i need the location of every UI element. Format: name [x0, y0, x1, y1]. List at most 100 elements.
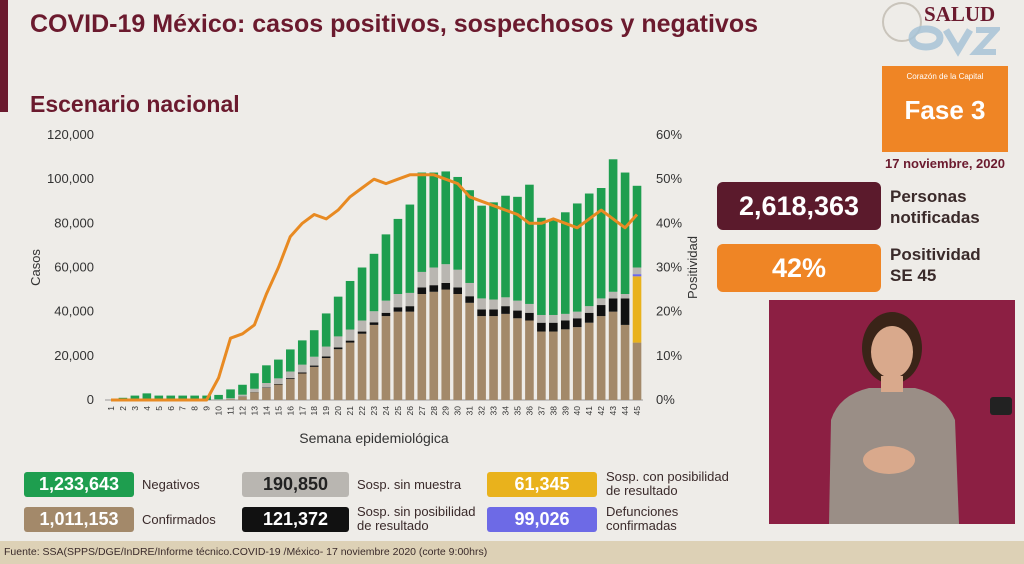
bar-segment: [584, 312, 594, 323]
bar-segment: [477, 205, 486, 299]
bar-segment: [333, 349, 343, 400]
x-tick-label: 27: [417, 406, 427, 416]
x-tick-label: 22: [357, 406, 367, 416]
bar-segment: [262, 382, 271, 388]
bar-segment: [584, 322, 594, 400]
bar-segment: [549, 220, 558, 315]
bar-segment: [393, 311, 403, 400]
y2-tick-label: 0%: [656, 392, 675, 407]
bar-segment: [537, 314, 546, 323]
picture-in-picture-icon[interactable]: [990, 397, 1012, 415]
x-tick-label: 7: [178, 406, 188, 411]
bar-segment: [381, 316, 391, 400]
bar-segment: [238, 394, 247, 397]
bar-segment: [309, 366, 319, 400]
bar-segment: [489, 202, 498, 300]
bar-segment: [417, 294, 427, 400]
bar-segment: [572, 203, 582, 312]
legend-con-posibilidad-line1: Sosp. con posibilidad: [606, 469, 729, 484]
x-tick-label: 12: [237, 406, 247, 416]
legend-sin-posibilidad-value: 121,372: [242, 507, 349, 532]
y-tick-label: 120,000: [47, 127, 94, 142]
bar-segment: [525, 184, 534, 304]
bar-segment: [465, 190, 474, 283]
bar-segment: [549, 322, 558, 332]
page-subtitle: Escenario nacional: [30, 91, 240, 117]
bar-segment: [369, 253, 379, 312]
bar-segment: [214, 394, 223, 400]
x-tick-label: 6: [166, 406, 176, 411]
bar-segment: [632, 276, 642, 343]
bar-segment: [560, 313, 570, 321]
x-tick-label: 26: [405, 406, 415, 416]
sign-language-video: [769, 300, 1015, 524]
bar-segment: [166, 395, 176, 400]
bar-segment: [572, 311, 582, 319]
bar-segment: [405, 292, 415, 307]
notified-label-line2: notificadas: [890, 208, 980, 227]
bar-segment: [608, 298, 618, 312]
bar-segment: [333, 347, 343, 350]
bar-segment: [489, 309, 498, 317]
bar-segment: [596, 316, 606, 400]
bar-segment: [345, 280, 355, 330]
bar-segment: [297, 364, 307, 373]
report-date: 17 noviembre, 2020: [885, 156, 1005, 171]
bar-segment: [321, 346, 331, 357]
x-tick-label: 3: [130, 406, 140, 411]
legend-con-posibilidad-value: 61,345: [487, 472, 597, 497]
bar-segment: [309, 365, 319, 367]
bar-segment: [453, 287, 462, 294]
bar-segment: [297, 372, 307, 374]
legend-sin-posibilidad-line2: de resultado: [357, 518, 429, 533]
x-tick-label: 1: [106, 406, 116, 411]
bar-segment: [477, 298, 486, 310]
y-axis-label: Casos: [28, 249, 43, 286]
bar-segment: [381, 312, 391, 317]
x-tick-label: 25: [393, 406, 403, 416]
bar-segment: [274, 383, 283, 385]
watermark-icon: [908, 25, 1000, 57]
bar-segment: [501, 313, 510, 400]
bar-segment: [357, 267, 367, 321]
bar-segment: [584, 193, 594, 307]
x-tick-label: 20: [333, 406, 343, 416]
bar-segment: [525, 303, 534, 313]
x-tick-label: 21: [345, 406, 355, 416]
bar-segment: [441, 171, 451, 265]
positivity-label-line1: Positividad: [890, 245, 981, 264]
bar-segment: [142, 393, 152, 400]
bar-segment: [381, 300, 391, 313]
bar-segment: [250, 388, 259, 393]
bar-segment: [417, 287, 427, 294]
bar-segment: [369, 324, 379, 400]
bar-segment: [596, 298, 606, 306]
logo-text: SALUD: [924, 2, 996, 26]
bar-segment: [274, 384, 283, 400]
source-footer: Fuente: SSA(SPPS/DGE/InDRE/Informe técni…: [0, 541, 1024, 564]
bar-segment: [309, 356, 319, 366]
bar-segment: [489, 316, 498, 400]
bar-segment: [453, 176, 462, 270]
bar-segment: [620, 298, 630, 325]
bar-segment: [620, 172, 630, 294]
legend-defunciones-line2: confirmadas: [606, 518, 677, 533]
bar-segment: [333, 336, 343, 348]
bar-segment: [596, 188, 606, 299]
positivity-label: Positividad SE 45: [890, 244, 981, 286]
bar-segment: [393, 307, 403, 312]
notified-label: Personas notificadas: [890, 186, 980, 228]
bar-segment: [321, 356, 331, 359]
bar-segment: [620, 294, 630, 299]
bar-segment: [405, 306, 415, 312]
bar-segment: [286, 379, 295, 400]
legend-sin-muestra-label: Sosp. sin muestra: [357, 477, 462, 492]
bar-segment: [238, 396, 247, 400]
bar-segment: [154, 395, 164, 400]
x-tick-label: 36: [524, 406, 534, 416]
y2-tick-label: 10%: [656, 348, 682, 363]
bar-segment: [357, 333, 367, 400]
legend-negativos-value: 1,233,643: [24, 472, 134, 497]
y-tick-label: 100,000: [47, 171, 94, 186]
x-tick-label: 5: [154, 406, 164, 411]
